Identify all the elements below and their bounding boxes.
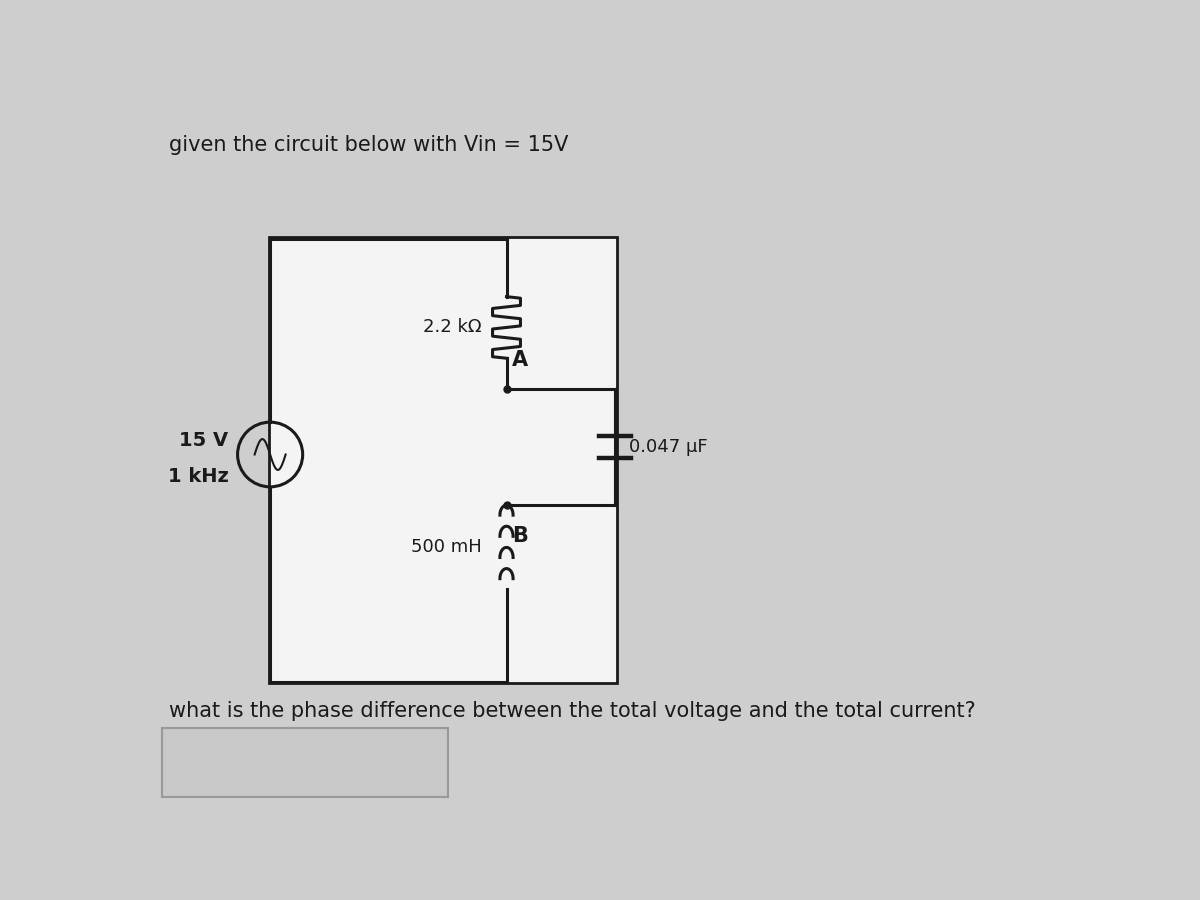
Text: A: A [512, 350, 528, 370]
Text: 15 V: 15 V [179, 431, 228, 450]
Text: 500 mH: 500 mH [410, 538, 481, 556]
Text: 2.2 kΩ: 2.2 kΩ [424, 319, 481, 337]
Text: 1 kHz: 1 kHz [168, 466, 228, 486]
Text: B: B [512, 526, 528, 546]
FancyBboxPatch shape [269, 238, 617, 683]
Text: 0.047 μF: 0.047 μF [629, 437, 708, 455]
Text: what is the phase difference between the total voltage and the total current?: what is the phase difference between the… [169, 701, 976, 721]
Text: given the circuit below with Vin = 15V: given the circuit below with Vin = 15V [169, 135, 569, 155]
FancyBboxPatch shape [162, 728, 449, 797]
